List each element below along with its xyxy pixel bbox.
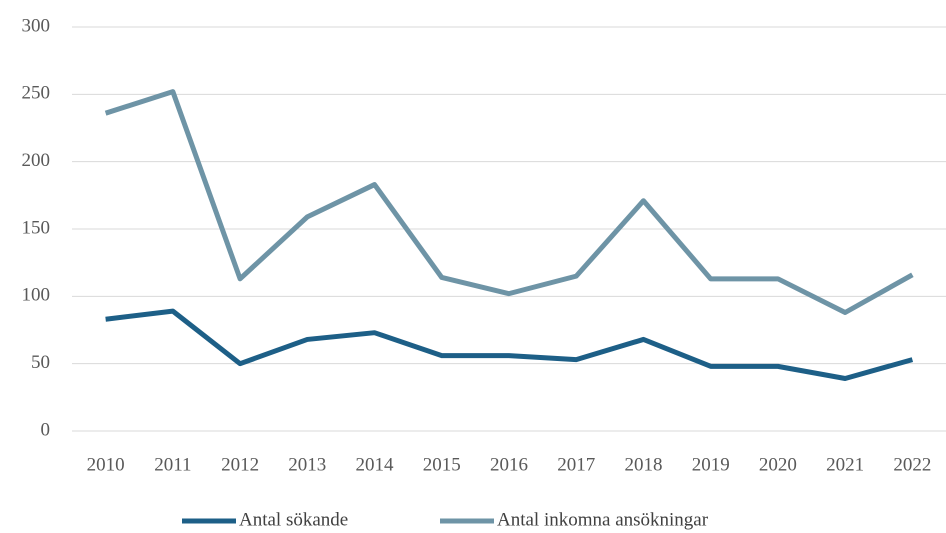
x-tick-label: 2011 bbox=[154, 454, 191, 475]
x-tick-label: 2019 bbox=[692, 454, 730, 475]
x-tick-label: 2016 bbox=[490, 454, 528, 475]
y-tick-label: 300 bbox=[22, 15, 51, 36]
x-tick-label: 2022 bbox=[893, 454, 931, 475]
x-tick-label: 2012 bbox=[221, 454, 259, 475]
y-tick-label: 100 bbox=[22, 285, 51, 306]
y-tick-label: 0 bbox=[41, 419, 51, 440]
series-line bbox=[105, 308, 914, 381]
legend-label: Antal sökande bbox=[239, 509, 348, 530]
y-tick-label: 150 bbox=[22, 217, 51, 238]
x-tick-label: 2018 bbox=[624, 454, 662, 475]
x-tick-label: 2014 bbox=[356, 454, 395, 475]
x-tick-label: 2017 bbox=[557, 454, 595, 475]
x-tick-label: 2010 bbox=[87, 454, 125, 475]
y-tick-label: 50 bbox=[31, 352, 50, 373]
series-line bbox=[104, 89, 914, 315]
x-tick-label: 2015 bbox=[423, 454, 461, 475]
x-tick-label: 2020 bbox=[759, 454, 797, 475]
x-tick-label: 2013 bbox=[288, 454, 326, 475]
legend-label: Antal inkomna ansökningar bbox=[497, 509, 709, 530]
y-tick-label: 250 bbox=[22, 83, 51, 104]
y-tick-label: 200 bbox=[22, 150, 51, 171]
x-tick-label: 2021 bbox=[826, 454, 864, 475]
